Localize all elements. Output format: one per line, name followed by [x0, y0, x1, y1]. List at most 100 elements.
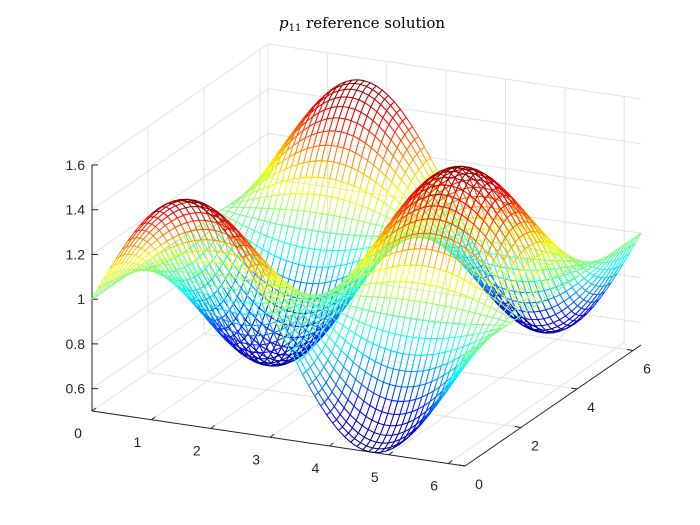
- mesh-segment-y: [156, 234, 164, 241]
- mesh-segment-x: [413, 223, 418, 227]
- mesh-segment-y: [473, 223, 481, 231]
- mesh-segment-y: [595, 262, 603, 269]
- mesh-segment-x: [172, 240, 177, 245]
- mesh-segment-y: [426, 160, 434, 173]
- mesh-segment-y: [429, 232, 437, 235]
- mesh-segment-x: [275, 334, 281, 345]
- mesh-segment-y: [601, 256, 609, 264]
- mesh-segment-x: [439, 206, 445, 221]
- mesh-segment-y: [575, 307, 582, 315]
- mesh-segment-y: [582, 260, 590, 264]
- mesh-segment-x: [426, 157, 431, 162]
- mesh-segment-x: [189, 288, 195, 297]
- mesh-segment-x: [540, 266, 546, 270]
- mesh-segment-x: [257, 292, 263, 304]
- mesh-segment-y: [277, 193, 284, 196]
- mesh-segment-x: [508, 222, 514, 234]
- mesh-segment-y: [370, 325, 378, 330]
- mesh-segment-y: [233, 212, 241, 216]
- mesh-segment-x: [365, 177, 371, 192]
- mesh-segment-x: [490, 200, 496, 207]
- mesh-segment-x: [304, 305, 310, 309]
- mesh-segment-x: [303, 193, 309, 212]
- mesh-segment-y: [245, 192, 252, 197]
- mesh-segment-y: [435, 233, 443, 237]
- mesh-segment-x: [183, 262, 189, 273]
- mesh-segment-y: [338, 299, 346, 310]
- mesh-segment-y: [398, 125, 406, 135]
- mesh-segment-y: [313, 327, 320, 337]
- mesh-segment-y: [628, 243, 636, 255]
- mesh-segment-y: [424, 180, 432, 185]
- mesh-segment-x: [378, 226, 383, 237]
- mesh-segment-y: [224, 241, 232, 250]
- mesh-segment-y: [372, 245, 379, 257]
- mesh-segment-x: [169, 208, 174, 214]
- mesh-segment-y: [175, 203, 182, 207]
- mesh-segment-y: [396, 298, 403, 300]
- mesh-segment-y: [549, 313, 556, 318]
- mesh-segment-y: [573, 296, 581, 303]
- mesh-segment-x: [394, 125, 400, 133]
- mesh-segment-x: [340, 118, 346, 133]
- mesh-segment-x: [480, 176, 485, 179]
- mesh-segment-y: [132, 256, 140, 264]
- mesh-segment-x: [288, 355, 293, 359]
- mesh-segment-x: [279, 330, 284, 339]
- mesh-segment-x: [557, 304, 563, 312]
- mesh-segment-y: [466, 248, 473, 251]
- mesh-segment-y: [365, 191, 373, 196]
- mesh-segment-y: [457, 208, 464, 211]
- mesh-segment-y: [461, 218, 468, 221]
- mesh-segment-y: [350, 120, 358, 124]
- mesh-segment-x: [508, 227, 514, 233]
- mesh-segment-y: [578, 309, 586, 316]
- mesh-segment-x: [168, 257, 173, 265]
- mesh-segment-y: [607, 260, 615, 270]
- mesh-segment-x: [253, 314, 259, 326]
- mesh-segment-x: [206, 209, 211, 212]
- mesh-segment-y: [392, 117, 400, 127]
- mesh-segment-y: [263, 185, 270, 189]
- mesh-segment-x: [266, 299, 271, 303]
- mesh-segment-x: [489, 197, 494, 209]
- mesh-segment-x: [459, 174, 465, 181]
- mesh-segment-x: [401, 208, 406, 219]
- mesh-segment-y: [368, 94, 375, 100]
- mesh-segment-y: [362, 308, 369, 311]
- mesh-segment-y: [370, 282, 377, 285]
- mesh-segment-x: [430, 228, 436, 234]
- mesh-segment-x: [442, 171, 448, 178]
- mesh-segment-x: [314, 307, 320, 313]
- mesh-segment-x: [371, 224, 377, 237]
- mesh-segment-x: [195, 262, 201, 274]
- mesh-segment-x: [514, 257, 520, 270]
- mesh-segment-y: [203, 204, 211, 210]
- mesh-segment-x: [339, 147, 344, 164]
- mesh-segment-x: [544, 259, 550, 270]
- mesh-segment-x: [256, 352, 262, 360]
- mesh-segment-x: [426, 180, 432, 189]
- mesh-segment-y: [116, 270, 124, 279]
- mesh-segment-y: [599, 262, 607, 270]
- mesh-segment-x: [369, 164, 375, 179]
- z-grid-line: [91, 177, 642, 300]
- mesh-segment-x: [144, 266, 149, 270]
- mesh-segment-y: [280, 257, 287, 262]
- mesh-segment-x: [214, 234, 220, 241]
- mesh-segment-x: [278, 355, 284, 360]
- mesh-segment-x: [311, 303, 316, 307]
- mesh-segment-y: [474, 173, 482, 179]
- mesh-segment-x: [431, 206, 436, 213]
- mesh-segment-y: [270, 269, 278, 278]
- mesh-segment-y: [398, 208, 406, 215]
- mesh-segment-y: [284, 281, 292, 288]
- mesh-segment-x: [261, 302, 267, 314]
- mesh-segment-x: [427, 249, 433, 267]
- mesh-segment-y: [411, 200, 418, 205]
- mesh-segment-x: [240, 257, 246, 269]
- mesh-segment-x: [219, 263, 225, 277]
- mesh-segment-x: [310, 323, 316, 327]
- mesh-segment-y: [338, 285, 346, 295]
